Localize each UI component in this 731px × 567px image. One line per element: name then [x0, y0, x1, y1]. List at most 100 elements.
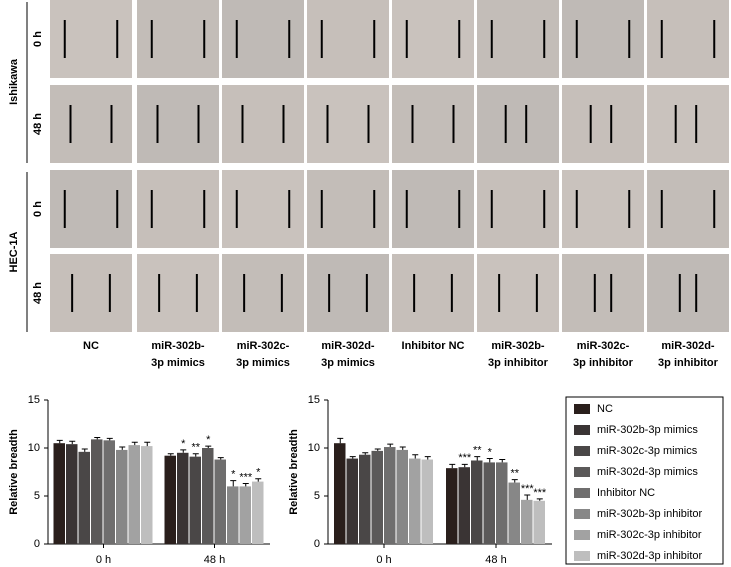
error-bar — [424, 456, 431, 460]
column-label: 3p inhibitor — [488, 357, 549, 369]
y-tick-label: 10 — [308, 442, 320, 454]
micrograph — [392, 254, 474, 332]
legend-swatch — [574, 446, 590, 456]
legend-label: Inhibitor NC — [597, 487, 655, 499]
error-bar — [511, 479, 518, 483]
micrograph — [647, 85, 729, 163]
error-bar — [167, 453, 174, 456]
significance-label: ** — [510, 468, 519, 480]
micrograph — [307, 0, 389, 78]
bar — [458, 467, 470, 544]
bar — [78, 451, 90, 544]
y-axis-label: Relative breadth — [8, 429, 20, 515]
bar — [214, 459, 226, 544]
bar — [396, 449, 408, 544]
significance-label: ** — [473, 445, 482, 457]
time-label: 0 h — [32, 31, 44, 47]
micrograph — [222, 170, 304, 248]
legend-label: miR-302b-3p inhibitor — [597, 508, 702, 520]
column-label: miR-302c- — [577, 340, 630, 352]
cell-line-label: HEC-1A — [8, 231, 20, 272]
column-label: miR-302c- — [237, 340, 290, 352]
legend-label: miR-302d-3p inhibitor — [597, 550, 702, 562]
y-tick-label: 15 — [28, 394, 40, 406]
legend-swatch — [574, 530, 590, 540]
bar — [384, 447, 396, 544]
micrograph — [392, 0, 474, 78]
y-tick-label: 10 — [28, 442, 40, 454]
error-bar — [56, 439, 63, 444]
error-bar — [449, 463, 456, 469]
micrograph — [477, 0, 559, 78]
legend-label: miR-302c-3p inhibitor — [597, 529, 702, 541]
error-bar — [474, 456, 481, 461]
bar — [164, 455, 176, 544]
x-tick-label: 0 h — [376, 554, 391, 566]
error-bar — [349, 456, 356, 459]
x-tick-label: 0 h — [96, 554, 111, 566]
micrograph — [562, 0, 644, 78]
x-tick-label: 48 h — [485, 554, 506, 566]
bar — [66, 444, 78, 544]
time-label: 48 h — [32, 282, 44, 304]
bar — [128, 445, 140, 544]
significance-label: * — [181, 438, 186, 450]
error-bar — [399, 446, 406, 450]
time-label: 0 h — [32, 201, 44, 217]
error-bar — [337, 437, 344, 444]
micrograph — [137, 85, 219, 163]
bar — [177, 452, 189, 544]
legend-swatch — [574, 509, 590, 519]
micrograph — [222, 85, 304, 163]
micrograph — [477, 254, 559, 332]
bar — [141, 446, 153, 544]
error-bar — [387, 443, 394, 448]
legend-label: miR-302c-3p mimics — [597, 445, 698, 457]
micrograph — [307, 170, 389, 248]
error-bar — [412, 454, 419, 459]
legend-swatch — [574, 425, 590, 435]
significance-label: * — [488, 446, 493, 458]
significance-label: ** — [191, 442, 200, 454]
micrograph — [477, 85, 559, 163]
bar — [189, 456, 201, 544]
bar — [227, 486, 239, 544]
column-label: 3p inhibitor — [573, 357, 634, 369]
error-bar — [461, 463, 468, 468]
time-label: 48 h — [32, 113, 44, 135]
legend-box — [565, 396, 724, 565]
error-bar — [205, 445, 212, 448]
bar — [409, 458, 421, 544]
legend-swatch — [574, 404, 590, 414]
micrograph — [50, 0, 132, 78]
legend-label: NC — [597, 403, 613, 415]
bar — [359, 454, 371, 544]
error-bar — [131, 441, 138, 446]
bar — [371, 450, 383, 544]
error-bar — [81, 448, 88, 452]
error-bar — [192, 453, 199, 457]
error-bar — [217, 457, 224, 460]
significance-label: * — [231, 469, 236, 481]
micrograph — [562, 170, 644, 248]
legend-swatch — [574, 551, 590, 561]
bar — [91, 439, 103, 544]
micrograph — [647, 254, 729, 332]
micrograph — [137, 170, 219, 248]
error-bar — [242, 483, 249, 487]
column-label: miR-302d- — [321, 340, 375, 352]
x-tick-label: 48 h — [204, 554, 225, 566]
column-label: 3p mimics — [321, 357, 375, 369]
micrograph — [137, 254, 219, 332]
column-label: NC — [83, 340, 99, 352]
y-tick-label: 15 — [308, 394, 320, 406]
error-bar — [486, 458, 493, 463]
micrograph — [50, 254, 132, 332]
micrograph — [392, 85, 474, 163]
bar — [239, 486, 251, 544]
micrograph — [307, 85, 389, 163]
significance-label: *** — [239, 471, 253, 483]
bar — [116, 449, 128, 544]
significance-label: * — [206, 434, 211, 446]
